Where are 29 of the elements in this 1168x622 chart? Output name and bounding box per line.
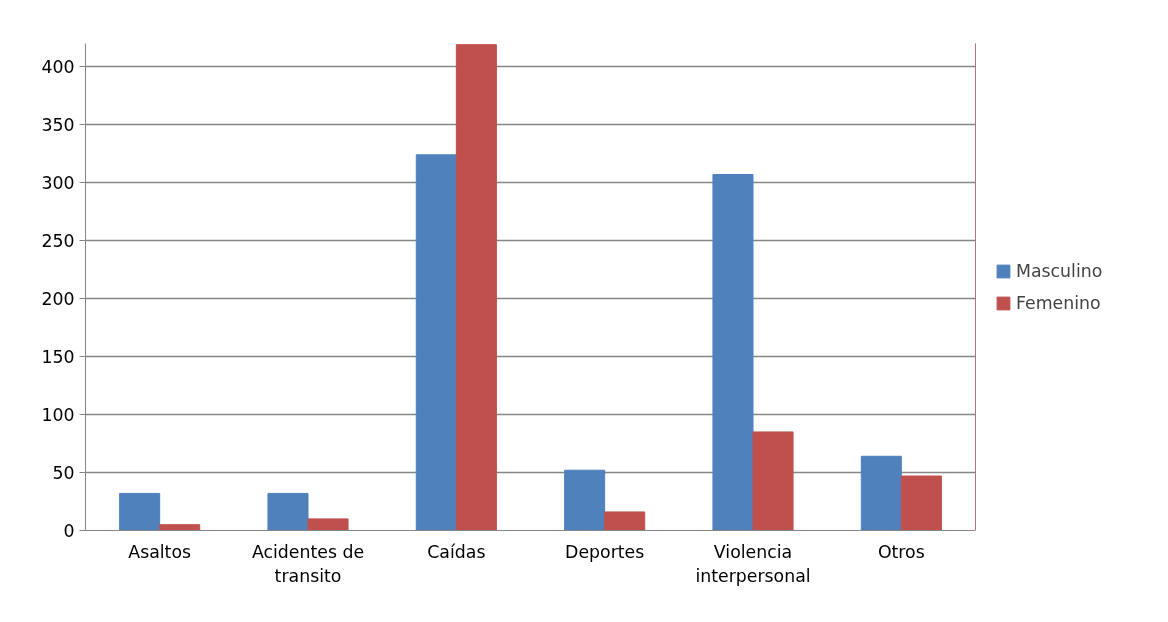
bar <box>712 174 754 531</box>
legend-label: Femenino <box>1016 292 1101 313</box>
legend-label: Masculino <box>1016 260 1103 281</box>
bar <box>860 455 902 531</box>
y-tick-label: 0 <box>63 521 75 541</box>
x-tick-label: Deportes <box>565 541 645 562</box>
bar <box>267 492 309 531</box>
y-tick-label: 150 <box>41 347 75 368</box>
y-tick-label: 300 <box>41 173 75 194</box>
y-tick-label: 50 <box>52 463 75 484</box>
x-tick-label: Acidentes de transito <box>251 541 365 586</box>
bar <box>604 511 646 531</box>
bar <box>415 154 457 531</box>
y-tick-label: 100 <box>41 405 75 426</box>
bar <box>564 469 606 531</box>
x-tick-label: Violencia interpersonal <box>695 541 811 586</box>
y-tick-label: 200 <box>41 289 75 310</box>
bar <box>455 44 497 531</box>
x-tick-label: Caídas <box>427 541 486 562</box>
bar <box>159 524 201 531</box>
bar <box>119 492 161 531</box>
y-tick-label: 250 <box>41 231 75 252</box>
bar <box>900 475 942 531</box>
bar <box>752 431 794 531</box>
y-tick-label: 400 <box>41 57 75 78</box>
x-tick-label: Asaltos <box>128 541 192 562</box>
bar <box>307 518 349 531</box>
x-tick-label: Otros <box>877 541 925 562</box>
y-tick-label: 350 <box>41 115 75 136</box>
